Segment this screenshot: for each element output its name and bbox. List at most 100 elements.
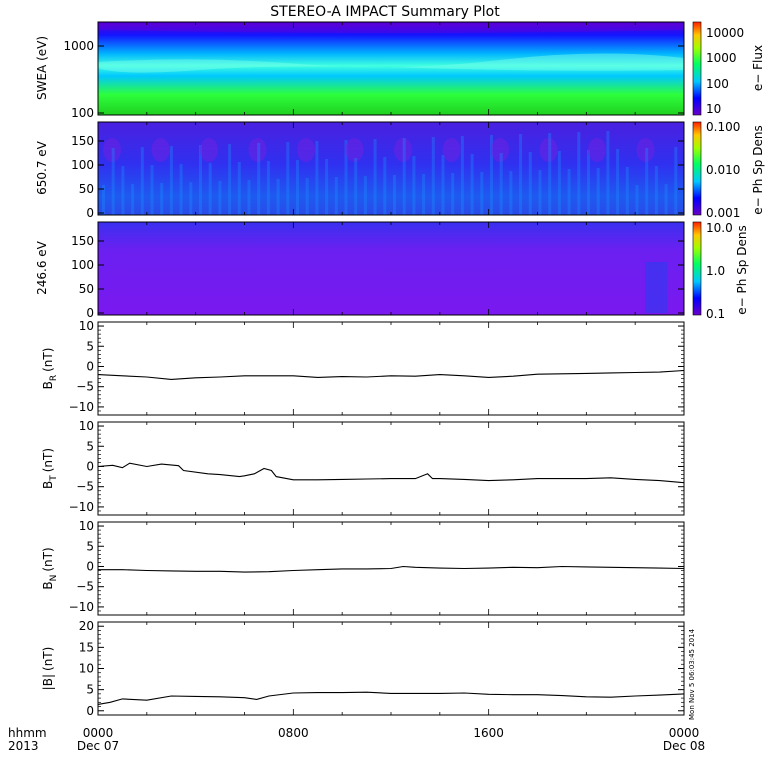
swea-y-axis: 100 1000 SWEA (eV) bbox=[35, 36, 684, 120]
plot-timestamp: Mon Nov 5 06:03:45 2014 bbox=[688, 628, 696, 720]
swea-ylabel: SWEA (eV) bbox=[35, 36, 49, 100]
pad650-streak bbox=[431, 137, 435, 215]
pad650-ylabel: 650.7 eV bbox=[35, 140, 49, 195]
pad246-colorbar: 10.0 1.0 0.1 e− Ph Sp Dens bbox=[692, 221, 749, 321]
ylabel-sub: N bbox=[49, 575, 59, 582]
pad650-streak bbox=[237, 162, 241, 215]
ytick-label: −5 bbox=[76, 480, 94, 494]
ytick-label: 15 bbox=[79, 640, 94, 654]
pad650-streak bbox=[247, 180, 251, 215]
pad650-colorbar: 0.100 0.010 0.001 e− Ph Sp Dens bbox=[692, 120, 765, 220]
pad650-blob bbox=[394, 138, 412, 162]
swea-cb-tick-10000: 10000 bbox=[706, 26, 744, 40]
pad650-blob bbox=[539, 138, 558, 162]
panel-ylabel: BR (nT) bbox=[41, 348, 59, 390]
pad650-blob bbox=[442, 138, 461, 162]
ytick-label: 0 bbox=[86, 704, 94, 718]
pad650-y-axis: 0 50 100 150 650.7 eV bbox=[35, 134, 684, 220]
series-line-mag bbox=[97, 691, 685, 705]
pad650-texture bbox=[102, 131, 678, 215]
swea-texture bbox=[98, 24, 684, 73]
series-line-n bbox=[98, 565, 685, 573]
pad650-streak bbox=[470, 154, 474, 215]
pad650-streak bbox=[402, 138, 406, 215]
pad650-cb-tick-0100: 0.100 bbox=[706, 120, 740, 134]
pad650-streak bbox=[199, 145, 202, 215]
ytick-label: 0 bbox=[86, 359, 94, 373]
ytick-label: 5 bbox=[86, 683, 94, 697]
ytick-label: 10 bbox=[79, 319, 94, 333]
xtick-date-label: Dec 08 bbox=[663, 739, 705, 753]
swea-cb-label: e− Flux bbox=[751, 45, 765, 91]
pad650-blob bbox=[103, 138, 121, 162]
ytick-label: −5 bbox=[76, 380, 94, 394]
pad650-streak bbox=[296, 160, 299, 215]
pad246-cb-tick-10: 10.0 bbox=[706, 221, 733, 235]
pad650-streak bbox=[218, 181, 222, 215]
ytick-label: −10 bbox=[69, 500, 94, 514]
xtick-label: 0000 bbox=[83, 726, 114, 740]
ytick-label: 5 bbox=[86, 439, 94, 453]
pad650-spectrogram bbox=[98, 122, 684, 215]
pad650-streak bbox=[499, 153, 503, 215]
pad246-y-axis: 0 50 100 150 246.6 eV bbox=[35, 234, 684, 320]
pad650-streak bbox=[664, 184, 668, 215]
ylabel-unit: (nT) bbox=[41, 448, 55, 472]
swea-colorbar: 10000 1000 100 10 e− Flux bbox=[692, 21, 765, 116]
pad246-spectrogram bbox=[98, 222, 684, 315]
swea-cb-tick-100: 100 bbox=[706, 77, 729, 91]
ytick-label: 20 bbox=[79, 619, 94, 633]
pad650-streak bbox=[140, 147, 144, 215]
pad650-streak bbox=[102, 185, 105, 215]
swea-cb-tick-10: 10 bbox=[706, 102, 721, 116]
pad246-cb-tick-1: 1.0 bbox=[706, 264, 725, 278]
ytick-label: 10 bbox=[79, 662, 94, 676]
ytick-label: −10 bbox=[69, 600, 94, 614]
pad650-streak bbox=[354, 158, 358, 215]
pad246-cb-tick-01: 0.1 bbox=[706, 307, 725, 321]
ytick-label: 0 bbox=[86, 559, 94, 573]
pad650-streak bbox=[587, 150, 590, 215]
ytick-label: 10 bbox=[79, 519, 94, 533]
pad650-streak bbox=[286, 142, 290, 215]
ylabel-base: B bbox=[41, 481, 55, 489]
swea-ytick-1000: 1000 bbox=[63, 39, 94, 53]
ylabel-base: |B| bbox=[41, 674, 55, 690]
pad650-streak bbox=[325, 159, 329, 215]
pad650-streak bbox=[674, 147, 678, 215]
pad246-cb-label: e− Ph Sp Dens bbox=[735, 225, 749, 314]
pad246-feature bbox=[645, 262, 667, 313]
pad246-ylabel: 246.6 eV bbox=[35, 240, 49, 295]
pad650-streak bbox=[441, 155, 445, 215]
ylabel-unit: (nT) bbox=[41, 647, 55, 671]
panel-bt: −10 −5 0 5 10 BT (nT) bbox=[41, 419, 685, 516]
pad650-streak bbox=[538, 170, 542, 215]
pad650-cb-tick-0010: 0.010 bbox=[706, 163, 740, 177]
ytick-label: −5 bbox=[76, 580, 94, 594]
pad650-streak bbox=[422, 174, 426, 215]
pad650-streak bbox=[616, 149, 620, 215]
panel-bn: −10 −5 0 5 10 BN (nT) bbox=[41, 519, 685, 616]
pad650-streak bbox=[480, 172, 484, 215]
pad650-streak bbox=[315, 141, 319, 215]
pad650-streak bbox=[393, 175, 396, 215]
panel-frame bbox=[97, 321, 685, 416]
xtick-label: 0800 bbox=[278, 726, 309, 740]
pad650-streak bbox=[509, 171, 513, 215]
pad650-streak bbox=[383, 157, 387, 215]
pad650-streak bbox=[548, 133, 552, 215]
pad650-ytick-0: 0 bbox=[86, 206, 94, 220]
pad650-streak bbox=[179, 164, 183, 215]
ylabel-unit: (nT) bbox=[41, 547, 55, 571]
ylabel-base: B bbox=[41, 381, 55, 389]
panel-br: −10 −5 0 5 10 BR (nT) bbox=[41, 319, 685, 416]
pad650-streak bbox=[528, 152, 532, 215]
ytick-label: 0 bbox=[86, 459, 94, 473]
pad650-streak bbox=[451, 173, 455, 215]
panel-bmag: 0 5 10 15 20 |B| (nT) bbox=[41, 619, 685, 718]
pad650-ytick-50: 50 bbox=[79, 182, 94, 196]
pad650-streak bbox=[557, 151, 561, 215]
ytick-label: 5 bbox=[86, 339, 94, 353]
pad246-ytick-0: 0 bbox=[86, 306, 94, 320]
pad650-blob bbox=[200, 138, 218, 162]
